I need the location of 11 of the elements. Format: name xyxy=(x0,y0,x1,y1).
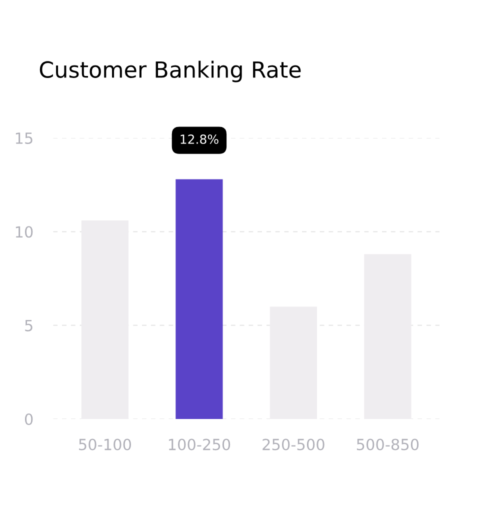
chart-title: Customer Banking Rate xyxy=(40,60,301,82)
bar xyxy=(176,179,223,420)
x-tick-label: 250-500 xyxy=(262,438,324,450)
x-tick-label: 100-250 xyxy=(168,438,230,450)
y-tick-label: 15 xyxy=(16,132,32,144)
y-tick-label: 0 xyxy=(24,413,33,426)
y-tick-label: 10 xyxy=(16,226,33,238)
y-tick-label: 5 xyxy=(25,320,32,332)
x-tick-label: 500-850 xyxy=(356,438,419,450)
data-label: 12.8% xyxy=(180,134,218,144)
x-tick-label: 50-100 xyxy=(79,438,132,450)
